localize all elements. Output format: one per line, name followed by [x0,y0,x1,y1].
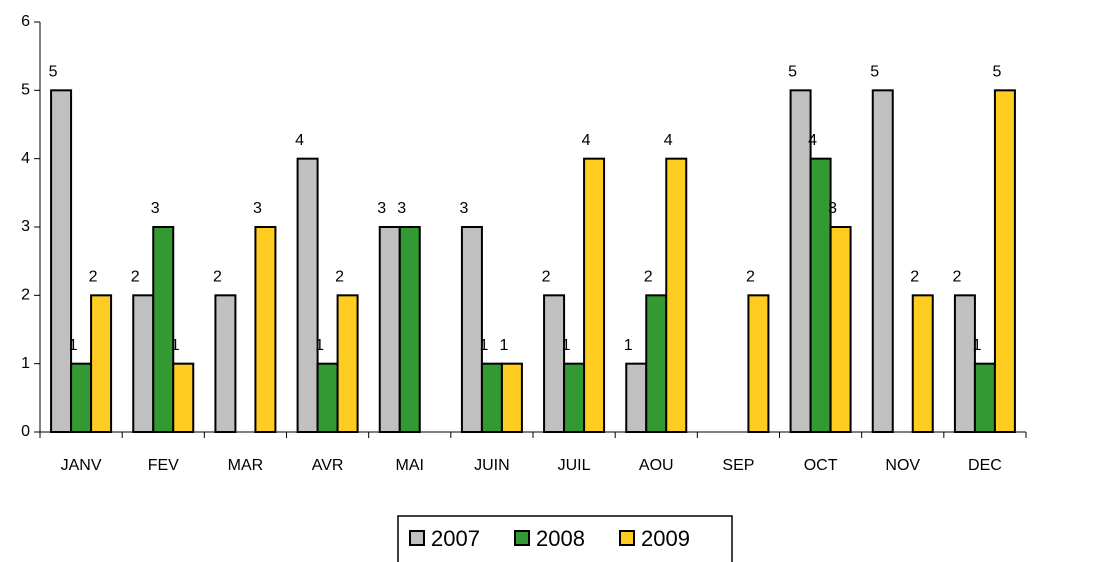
legend-swatch [514,530,530,546]
data-label: 3 [459,200,468,217]
x-tick-label: NOV [885,457,920,474]
bar [993,89,1016,433]
data-label: 2 [746,269,755,286]
bar [70,362,93,433]
data-label: 4 [808,132,817,149]
data-label: 2 [335,269,344,286]
bar [132,294,155,434]
data-label: 1 [624,337,633,354]
bar [398,226,421,433]
data-label: 4 [582,132,591,149]
bar [90,294,113,434]
bar [460,226,483,433]
data-label: 2 [910,269,919,286]
bar [214,294,237,434]
y-tick-label: 4 [21,150,30,167]
bar [254,226,277,433]
bar [172,362,195,433]
bar [543,294,566,434]
data-label: 1 [972,337,981,354]
bar [911,294,934,434]
x-tick-label: AVR [312,457,344,474]
bar [747,294,770,434]
bar [953,294,976,434]
x-tick-label: FEV [148,457,179,474]
bar [871,89,894,433]
bar [378,226,401,433]
bar [50,89,73,433]
bar [480,362,503,433]
data-label: 5 [992,64,1001,81]
y-tick-label: 3 [21,218,30,235]
x-tick-label: OCT [804,457,838,474]
y-tick-label: 6 [21,13,30,30]
bar [973,362,996,433]
bar [500,362,523,433]
bar [296,157,319,434]
y-tick-label: 1 [21,355,30,372]
data-label: 5 [788,64,797,81]
data-label: 1 [479,337,488,354]
data-label: 2 [542,269,551,286]
data-label: 1 [499,337,508,354]
bar [625,362,648,433]
bar [316,362,339,433]
x-tick-label: JANV [61,457,102,474]
data-label: 1 [171,337,180,354]
data-label: 5 [49,64,58,81]
data-label: 3 [151,200,160,217]
data-label: 2 [213,269,222,286]
data-label: 2 [89,269,98,286]
data-label: 2 [644,269,653,286]
y-tick-label: 5 [21,82,30,99]
y-tick-label: 0 [21,423,30,440]
x-tick-label: JUIL [558,457,591,474]
y-tick-label: 2 [21,287,30,304]
data-label: 1 [315,337,324,354]
x-tick-label: JUIN [474,457,510,474]
data-label: 3 [377,200,386,217]
bar [336,294,359,434]
bar [665,157,688,434]
legend-label: 2008 [536,526,585,551]
data-label: 4 [664,132,673,149]
data-label: 5 [870,64,879,81]
x-tick-label: SEP [722,457,754,474]
data-label: 1 [562,337,571,354]
legend-label: 2009 [641,526,690,551]
bar [645,294,668,434]
x-tick-label: MAR [228,457,264,474]
data-label: 3 [253,200,262,217]
bar [583,157,606,434]
data-label: 1 [69,337,78,354]
bar [829,226,852,433]
data-label: 3 [828,200,837,217]
x-tick-label: MAI [396,457,424,474]
bar [563,362,586,433]
x-tick-label: DEC [968,457,1002,474]
data-label: 2 [952,269,961,286]
data-label: 2 [131,269,140,286]
bar [152,226,175,433]
legend-swatch [409,530,425,546]
legend-box [397,515,733,562]
data-label: 3 [397,200,406,217]
data-label: 4 [295,132,304,149]
legend-label: 2007 [431,526,480,551]
legend-swatch [619,530,635,546]
x-tick-label: AOU [639,457,674,474]
